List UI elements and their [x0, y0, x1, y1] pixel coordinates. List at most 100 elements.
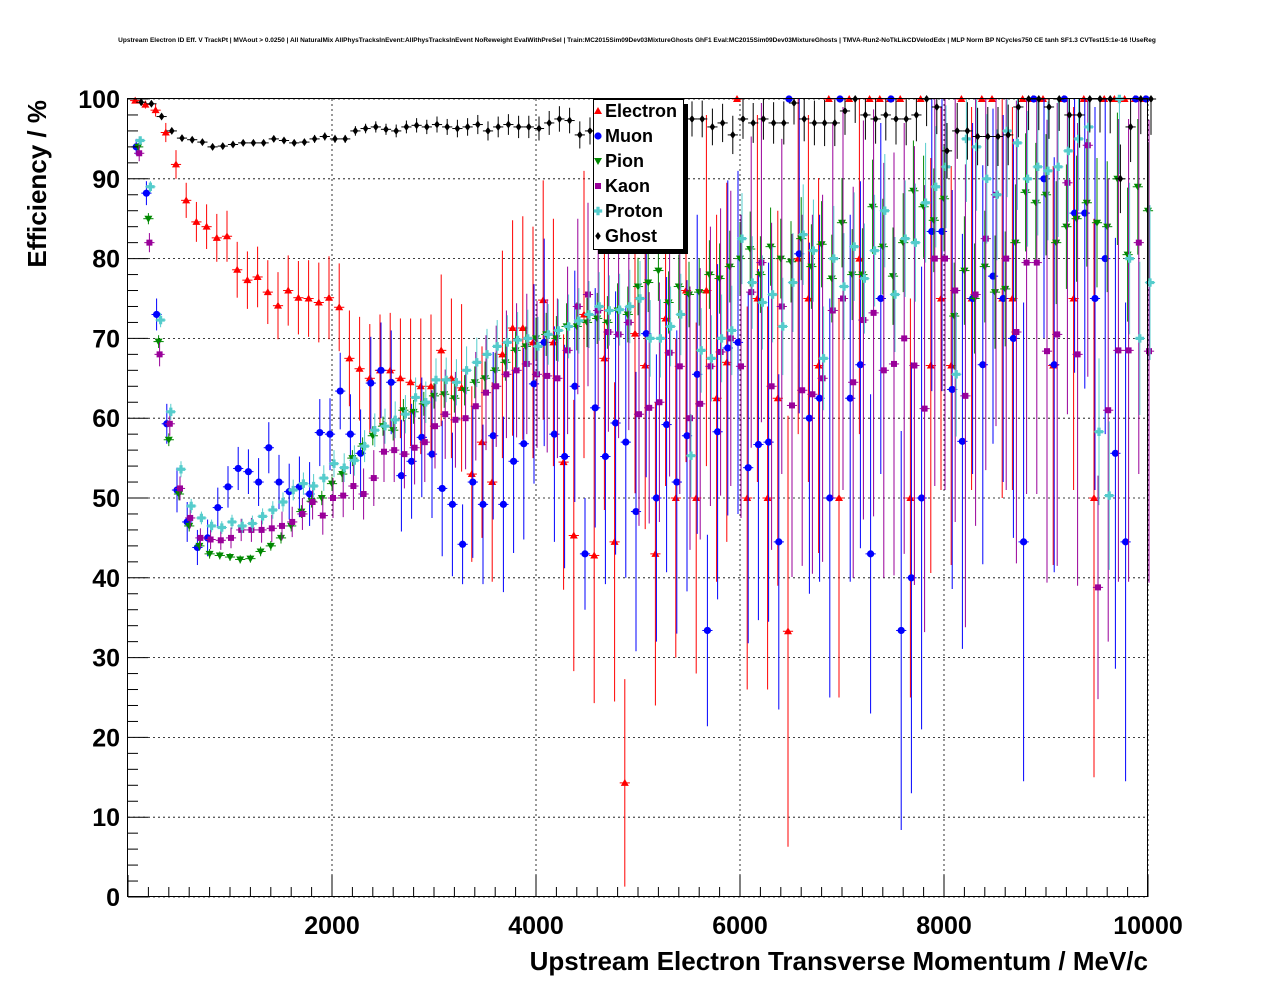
- data-point: [1125, 347, 1132, 354]
- data-point: [265, 444, 273, 452]
- data-point: [883, 110, 889, 119]
- data-point: [246, 555, 255, 563]
- data-point: [801, 114, 807, 123]
- data-point: [230, 140, 236, 149]
- data-point: [340, 492, 347, 499]
- data-point: [136, 136, 145, 145]
- data-point: [840, 295, 846, 302]
- data-point: [934, 102, 940, 111]
- data-point: [234, 464, 242, 473]
- data-point: [289, 485, 298, 495]
- data-point: [838, 219, 846, 227]
- data-point: [809, 391, 816, 398]
- data-point: [750, 118, 756, 127]
- legend-label-electron: Electron: [605, 101, 677, 121]
- data-point: [1090, 494, 1098, 501]
- data-point: [523, 334, 532, 343]
- data-point: [693, 370, 701, 378]
- data-point: [444, 122, 450, 131]
- data-point: [707, 363, 714, 370]
- data-point: [1148, 95, 1154, 103]
- data-point: [559, 458, 568, 466]
- data-point: [472, 403, 479, 410]
- data-point: [855, 254, 864, 262]
- data-point: [156, 315, 165, 325]
- data-point: [266, 542, 275, 550]
- data-point: [1133, 183, 1142, 191]
- data-point: [485, 126, 491, 135]
- data-point: [814, 361, 823, 369]
- data-point: [483, 389, 489, 396]
- y-tick-label: 70: [92, 325, 120, 353]
- data-point: [784, 627, 792, 635]
- data-point: [992, 190, 1002, 199]
- data-point: [601, 452, 610, 461]
- data-point: [826, 494, 834, 502]
- legend-label-ghost: Ghost: [605, 226, 657, 246]
- data-point: [301, 138, 308, 147]
- data-point: [816, 394, 824, 402]
- data-point: [982, 235, 989, 242]
- data-point: [271, 134, 277, 143]
- data-point: [1054, 162, 1063, 172]
- data-point: [947, 361, 956, 369]
- data-point: [574, 303, 581, 310]
- data-point: [727, 326, 736, 335]
- data-point: [397, 472, 405, 480]
- data-point: [1091, 294, 1099, 303]
- data-point: [1095, 584, 1101, 591]
- data-point: [207, 521, 216, 531]
- data-point: [179, 134, 185, 143]
- data-point: [960, 267, 969, 275]
- data-point: [214, 503, 222, 512]
- data-point: [253, 272, 262, 280]
- data-point: [472, 358, 482, 367]
- data-point: [926, 361, 935, 369]
- data-point: [979, 361, 987, 369]
- data-point: [1009, 334, 1018, 342]
- data-series: [130, 94, 1157, 887]
- data-point: [656, 334, 665, 343]
- data-point: [600, 354, 609, 362]
- data-point: [322, 132, 328, 141]
- x-tick-label: 4000: [508, 912, 564, 940]
- data-point: [738, 363, 744, 370]
- data-point: [406, 378, 415, 386]
- data-point: [1082, 199, 1091, 207]
- data-point: [175, 491, 183, 499]
- data-point: [829, 254, 838, 263]
- data-point: [699, 114, 705, 123]
- data-point: [673, 478, 681, 486]
- data-point: [151, 106, 160, 114]
- data-point: [1043, 166, 1053, 176]
- data-point: [1135, 334, 1144, 343]
- x-tick-label: 6000: [712, 912, 768, 940]
- data-point: [743, 494, 752, 501]
- legend-marker-ghost: [595, 232, 601, 240]
- x-tick-label: 10000: [1113, 912, 1183, 940]
- data-point: [980, 263, 989, 271]
- data-point: [1062, 223, 1071, 231]
- data-point: [1033, 162, 1042, 172]
- data-point: [730, 130, 736, 139]
- data-point: [401, 410, 410, 419]
- data-point: [493, 342, 502, 351]
- data-point: [564, 347, 571, 354]
- data-point: [342, 134, 348, 143]
- data-point: [817, 241, 826, 249]
- data-point: [921, 198, 930, 207]
- data-point: [554, 326, 563, 335]
- data-point: [635, 294, 645, 303]
- data-point: [317, 495, 326, 502]
- data-point: [697, 346, 706, 355]
- data-point: [336, 387, 344, 395]
- data-point: [1072, 215, 1081, 223]
- series-kaon: [134, 99, 1155, 700]
- data-point: [505, 120, 512, 129]
- data-point: [676, 363, 683, 370]
- data-point: [714, 428, 722, 436]
- data-point: [403, 122, 410, 131]
- data-point: [897, 626, 905, 635]
- data-point: [571, 382, 579, 390]
- data-point: [360, 491, 367, 498]
